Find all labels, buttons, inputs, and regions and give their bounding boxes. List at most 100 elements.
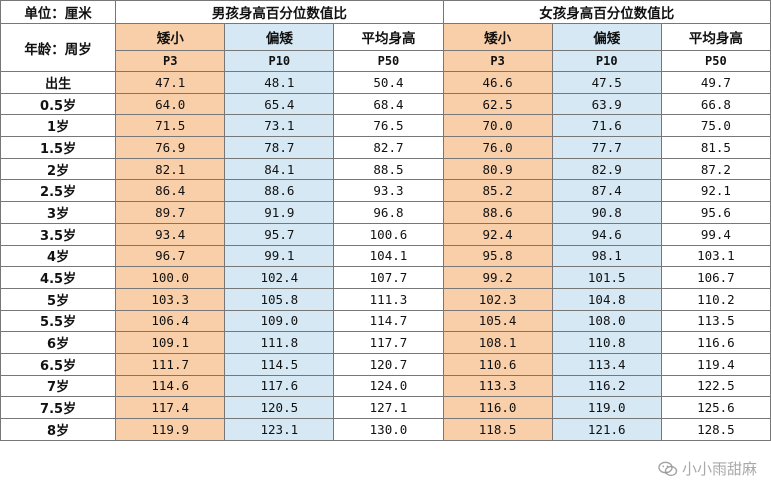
girls-p10-cell: 71.6	[551, 114, 662, 138]
table-row: 7岁 114.6 117.6 124.0 113.3 116.2 122.5	[0, 374, 771, 398]
girls-p50-cell: 95.6	[660, 201, 771, 224]
boys-p3-cell: 86.4	[115, 179, 226, 203]
girls-p10-cell: 82.9	[551, 157, 662, 181]
girls-p50-cell: 110.2	[660, 287, 771, 311]
table-row: 7.5岁 117.4 120.5 127.1 116.0 119.0 125.6	[0, 396, 771, 419]
table-row: 2岁 82.1 84.1 88.5 80.9 82.9 87.2	[0, 157, 771, 181]
height-percentile-table: 单位：厘米 男孩身高百分位数值比 女孩身高百分位数值比 年龄：周岁 矮小 偏矮 …	[0, 0, 771, 441]
boys-p3-cell: 71.5	[115, 114, 226, 138]
boys-p10-cell: 114.5	[224, 352, 335, 376]
girls-p50-cell: 116.6	[660, 331, 771, 354]
girls-col-average-label: 平均身高	[660, 23, 771, 51]
age-label: 年龄：周岁	[0, 23, 117, 72]
boys-p50-cell: 124.0	[333, 374, 444, 398]
boys-p3-cell: 103.3	[115, 287, 226, 311]
age-cell: 出生	[0, 71, 117, 94]
boys-p10-cell: 78.7	[224, 136, 335, 159]
table-row: 1岁 71.5 73.1 76.5 70.0 71.6 75.0	[0, 114, 771, 138]
girls-p3-cell: 110.6	[442, 352, 553, 376]
girls-p10-cell: 104.8	[551, 287, 662, 311]
girls-p50-cell: 99.4	[660, 222, 771, 246]
table-row: 5岁 103.3 105.8 111.3 102.3 104.8 110.2	[0, 287, 771, 311]
boys-p50-cell: 120.7	[333, 352, 444, 376]
girls-table-title: 女孩身高百分位数值比	[442, 0, 771, 24]
age-cell: 4.5岁	[0, 266, 117, 289]
boys-p3-cell: 76.9	[115, 136, 226, 159]
girls-p3-cell: 46.6	[442, 71, 553, 94]
boys-p10-cell: 88.6	[224, 179, 335, 203]
girls-p50-cell: 119.4	[660, 352, 771, 376]
age-cell: 0.5岁	[0, 92, 117, 116]
boys-p3-cell: 47.1	[115, 71, 226, 94]
boys-p10-cell: 99.1	[224, 244, 335, 268]
girls-p10-cell: 94.6	[551, 222, 662, 246]
girls-p3-cell: 113.3	[442, 374, 553, 398]
boys-p3-cell: 96.7	[115, 244, 226, 268]
boys-p50-cell: 76.5	[333, 114, 444, 138]
girls-p50-cell: 113.5	[660, 309, 771, 333]
girls-p3-cell: 108.1	[442, 331, 553, 354]
girls-p50-cell: 103.1	[660, 244, 771, 268]
girls-p3-cell: 105.4	[442, 309, 553, 333]
age-cell: 6.5岁	[0, 352, 117, 376]
boys-p10-cell: 48.1	[224, 71, 335, 94]
girls-p10-cell: 113.4	[551, 352, 662, 376]
age-cell: 5.5岁	[0, 309, 117, 333]
girls-p3-cell: 70.0	[442, 114, 553, 138]
girls-p3-cell: 102.3	[442, 287, 553, 311]
table-row: 8岁 119.9 123.1 130.0 118.5 121.6 128.5	[0, 418, 771, 441]
watermark-text: 小小雨甜麻	[681, 460, 757, 478]
girls-p10-cell: 110.8	[551, 331, 662, 354]
table-row: 5.5岁 106.4 109.0 114.7 105.4 108.0 113.5	[0, 309, 771, 333]
girls-p50-cell: 81.5	[660, 136, 771, 159]
age-cell: 8岁	[0, 418, 117, 441]
girls-p10-cell: 77.7	[551, 136, 662, 159]
boys-p10-cell: 120.5	[224, 396, 335, 419]
girls-p10-cell: 98.1	[551, 244, 662, 268]
age-cell: 4岁	[0, 244, 117, 268]
girls-p50-cell: 92.1	[660, 179, 771, 203]
boys-p10-cell: 91.9	[224, 201, 335, 224]
boys-p50-cell: 104.1	[333, 244, 444, 268]
girls-col-p50-code: P50	[660, 50, 771, 72]
girls-p50-cell: 122.5	[660, 374, 771, 398]
boys-table-title: 男孩身高百分位数值比	[115, 0, 444, 24]
boys-p3-cell: 106.4	[115, 309, 226, 333]
girls-p10-cell: 119.0	[551, 396, 662, 419]
girls-p3-cell: 116.0	[442, 396, 553, 419]
boys-p3-cell: 64.0	[115, 92, 226, 116]
boys-col-p10-code: P10	[224, 50, 335, 72]
age-cell: 5岁	[0, 287, 117, 311]
age-cell: 7岁	[0, 374, 117, 398]
girls-col-short-label: 矮小	[442, 23, 553, 51]
girls-p10-cell: 63.9	[551, 92, 662, 116]
girls-p3-cell: 118.5	[442, 418, 553, 441]
girls-p3-cell: 88.6	[442, 201, 553, 224]
boys-p50-cell: 88.5	[333, 157, 444, 181]
girls-p3-cell: 99.2	[442, 266, 553, 289]
boys-p50-cell: 100.6	[333, 222, 444, 246]
girls-p10-cell: 90.8	[551, 201, 662, 224]
boys-p10-cell: 65.4	[224, 92, 335, 116]
boys-p50-cell: 130.0	[333, 418, 444, 441]
girls-p50-cell: 106.7	[660, 266, 771, 289]
boys-p50-cell: 50.4	[333, 71, 444, 94]
girls-col-below-average-label: 偏矮	[551, 23, 662, 51]
girls-col-p10-code: P10	[551, 50, 662, 72]
boys-p3-cell: 109.1	[115, 331, 226, 354]
girls-p50-cell: 128.5	[660, 418, 771, 441]
boys-p3-cell: 100.0	[115, 266, 226, 289]
girls-p10-cell: 121.6	[551, 418, 662, 441]
boys-p10-cell: 73.1	[224, 114, 335, 138]
boys-p10-cell: 105.8	[224, 287, 335, 311]
boys-col-short-label: 矮小	[115, 23, 226, 51]
table-row: 出生 47.1 48.1 50.4 46.6 47.5 49.7	[0, 71, 771, 94]
girls-p3-cell: 92.4	[442, 222, 553, 246]
boys-p50-cell: 117.7	[333, 331, 444, 354]
table-row: 1.5岁 76.9 78.7 82.7 76.0 77.7 81.5	[0, 136, 771, 159]
boys-p50-cell: 68.4	[333, 92, 444, 116]
age-cell: 1.5岁	[0, 136, 117, 159]
girls-p10-cell: 116.2	[551, 374, 662, 398]
girls-p50-cell: 49.7	[660, 71, 771, 94]
girls-p50-cell: 87.2	[660, 157, 771, 181]
